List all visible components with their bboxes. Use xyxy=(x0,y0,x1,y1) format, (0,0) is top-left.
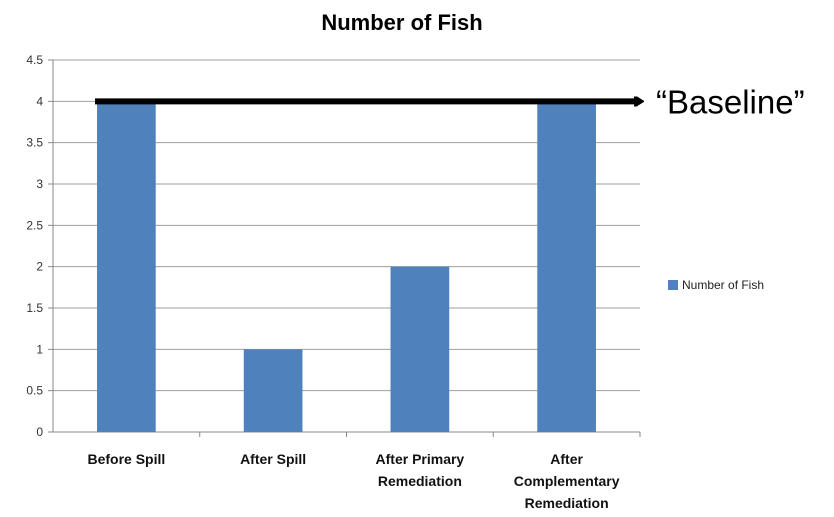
bars xyxy=(97,101,596,432)
y-tick-label: 3 xyxy=(36,177,43,191)
y-tick-label: 0 xyxy=(36,425,43,439)
bar xyxy=(97,101,156,432)
y-tick-label: 2 xyxy=(36,260,43,274)
x-axis-label: Complementary xyxy=(514,473,620,489)
x-axis-label: After Spill xyxy=(240,451,306,467)
x-axis-label: Before Spill xyxy=(87,451,165,467)
y-tick-label: 0.5 xyxy=(26,384,43,398)
x-axis-labels: Before Spill After Spill After Primary Reme… xyxy=(87,451,619,511)
x-axis-label: Remediation xyxy=(525,495,609,511)
baseline-annotation: “Baseline” xyxy=(95,83,805,120)
baseline-label: “Baseline” xyxy=(656,83,805,120)
legend: Number of Fish xyxy=(668,278,764,292)
chart-title: Number of Fish xyxy=(321,10,482,35)
legend-label: Number of Fish xyxy=(682,278,764,292)
bar xyxy=(537,101,596,432)
bar xyxy=(390,266,450,432)
x-axis-label: After xyxy=(550,451,583,467)
y-tick-label: 1.5 xyxy=(26,301,43,315)
bar xyxy=(243,349,303,432)
x-axis-label: Remediation xyxy=(378,473,462,489)
x-axis-label: After Primary xyxy=(376,451,465,467)
y-tick-label: 1 xyxy=(36,342,43,356)
y-tick-label: 2.5 xyxy=(26,218,43,232)
y-tick-label: 4.5 xyxy=(26,53,43,67)
y-tick-label: 4 xyxy=(36,94,43,108)
y-tick-label: 3.5 xyxy=(26,136,43,150)
legend-swatch xyxy=(668,280,678,290)
